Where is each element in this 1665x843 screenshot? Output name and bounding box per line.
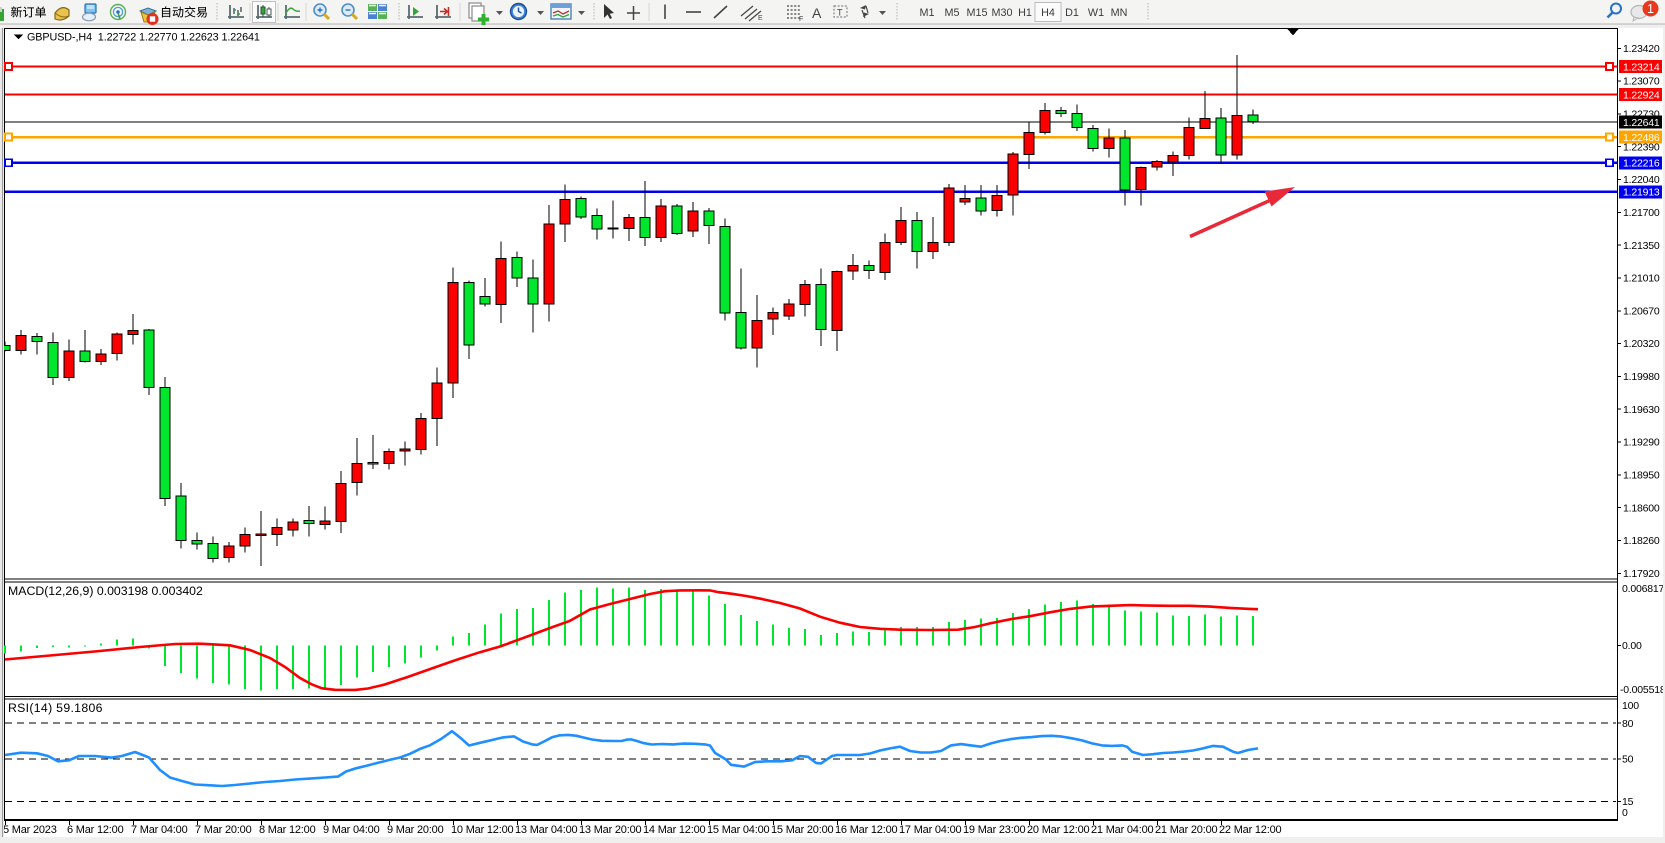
svg-text:MN: MN — [1111, 7, 1128, 19]
svg-text:1.21010: 1.21010 — [1623, 273, 1660, 285]
svg-text:T: T — [837, 8, 843, 18]
svg-text:1.22390: 1.22390 — [1623, 141, 1660, 153]
svg-text:D1: D1 — [1065, 7, 1079, 19]
svg-text:1.17920: 1.17920 — [1623, 568, 1660, 580]
svg-text:M1: M1 — [920, 7, 935, 19]
svg-text:1.23070: 1.23070 — [1623, 76, 1660, 88]
svg-text:1.22924: 1.22924 — [1623, 89, 1660, 101]
svg-text:1.20320: 1.20320 — [1623, 338, 1660, 350]
svg-text:21 Mar 20:00: 21 Mar 20:00 — [1155, 824, 1218, 836]
svg-text:20 Mar 12:00: 20 Mar 12:00 — [1027, 824, 1090, 836]
svg-text:H4: H4 — [1041, 7, 1055, 19]
svg-text:7 Mar 20:00: 7 Mar 20:00 — [195, 824, 252, 836]
svg-text:F: F — [799, 16, 803, 23]
svg-text:1.19630: 1.19630 — [1623, 404, 1660, 416]
svg-text:0.006817: 0.006817 — [1622, 583, 1665, 595]
svg-text:0: 0 — [1622, 807, 1628, 819]
svg-text:10 Mar 12:00: 10 Mar 12:00 — [451, 824, 514, 836]
svg-text:15 Mar 04:00: 15 Mar 04:00 — [707, 824, 770, 836]
svg-text:100: 100 — [1622, 700, 1639, 712]
svg-text:13 Mar 04:00: 13 Mar 04:00 — [515, 824, 578, 836]
svg-text:16 Mar 12:00: 16 Mar 12:00 — [835, 824, 898, 836]
svg-text:1.22216: 1.22216 — [1623, 158, 1660, 170]
svg-text:50: 50 — [1622, 754, 1634, 766]
svg-text:RSI(14) 59.1806: RSI(14) 59.1806 — [8, 701, 103, 715]
svg-text:MACD(12,26,9) 0.003198 0.00340: MACD(12,26,9) 0.003198 0.003402 — [8, 584, 203, 598]
svg-text:15: 15 — [1622, 796, 1634, 808]
svg-text:1.22641: 1.22641 — [1623, 117, 1660, 129]
svg-text:7 Mar 04:00: 7 Mar 04:00 — [131, 824, 188, 836]
svg-text:1.18600: 1.18600 — [1623, 502, 1660, 514]
svg-text:1: 1 — [1647, 2, 1654, 16]
svg-text:M15: M15 — [966, 7, 987, 19]
svg-text:-0.005518: -0.005518 — [1620, 684, 1665, 696]
svg-text:1.23214: 1.23214 — [1623, 61, 1660, 73]
svg-text:1.19980: 1.19980 — [1623, 371, 1660, 383]
svg-text:22 Mar 12:00: 22 Mar 12:00 — [1219, 824, 1282, 836]
svg-text:1.21350: 1.21350 — [1623, 240, 1660, 252]
svg-text:1.19290: 1.19290 — [1623, 437, 1660, 449]
svg-text:6 Mar 12:00: 6 Mar 12:00 — [67, 824, 124, 836]
svg-text:0.00: 0.00 — [1622, 640, 1642, 652]
svg-text:1.21913: 1.21913 — [1623, 187, 1660, 199]
svg-text:15 Mar 20:00: 15 Mar 20:00 — [771, 824, 834, 836]
svg-text:1.22486: 1.22486 — [1623, 132, 1660, 144]
svg-text:1.18950: 1.18950 — [1623, 470, 1660, 482]
svg-text:19 Mar 23:00: 19 Mar 23:00 — [963, 824, 1026, 836]
svg-text:1.18260: 1.18260 — [1623, 535, 1660, 547]
svg-text:A: A — [812, 5, 822, 21]
svg-text:17 Mar 04:00: 17 Mar 04:00 — [899, 824, 962, 836]
svg-text:8 Mar 12:00: 8 Mar 12:00 — [259, 824, 316, 836]
svg-text:21 Mar 04:00: 21 Mar 04:00 — [1091, 824, 1154, 836]
svg-text:E: E — [758, 15, 763, 22]
svg-text:9 Mar 04:00: 9 Mar 04:00 — [323, 824, 380, 836]
svg-text:M5: M5 — [945, 7, 960, 19]
svg-text:80: 80 — [1622, 718, 1634, 730]
svg-text:9 Mar 20:00: 9 Mar 20:00 — [387, 824, 444, 836]
svg-text:1.21700: 1.21700 — [1623, 207, 1660, 219]
svg-text:W1: W1 — [1088, 7, 1104, 19]
svg-text:1.22040: 1.22040 — [1623, 174, 1660, 186]
svg-text:H1: H1 — [1018, 7, 1032, 19]
svg-text:5 Mar 2023: 5 Mar 2023 — [3, 824, 57, 836]
svg-text:14 Mar 12:00: 14 Mar 12:00 — [643, 824, 706, 836]
svg-text:M30: M30 — [991, 7, 1012, 19]
svg-text:13 Mar 20:00: 13 Mar 20:00 — [579, 824, 642, 836]
svg-text:1.20670: 1.20670 — [1623, 305, 1660, 317]
svg-text:GBPUSD-,H4 1.22722 1.22770 1.: GBPUSD-,H4 1.22722 1.22770 1.22623 1.226… — [27, 31, 260, 43]
svg-text:1.23420: 1.23420 — [1623, 43, 1660, 55]
